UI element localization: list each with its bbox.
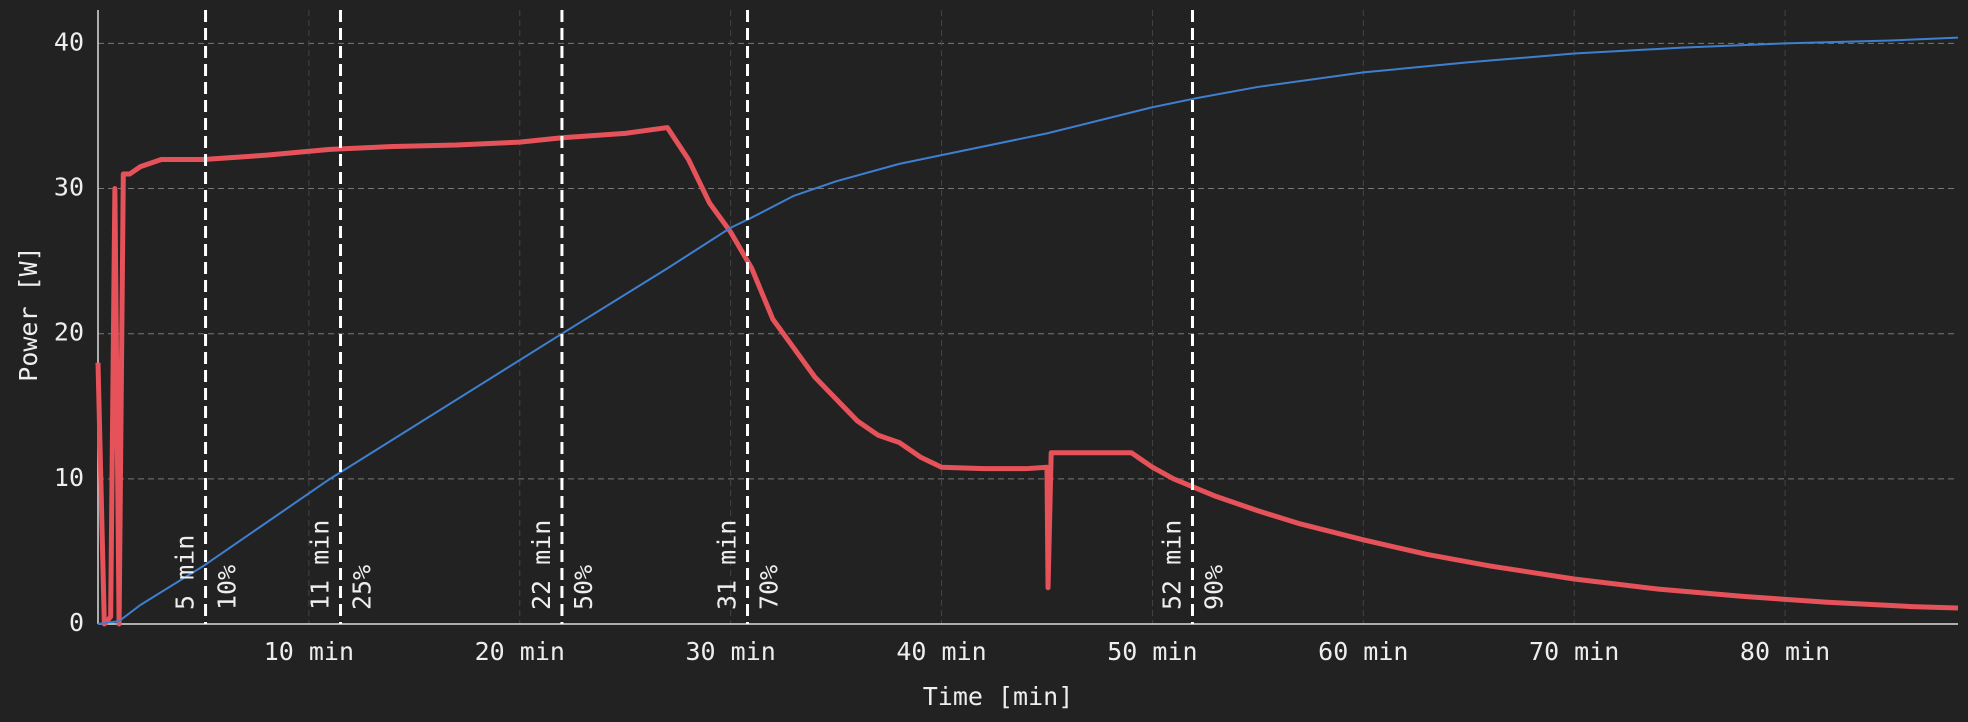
y-tick-label: 10 xyxy=(54,463,84,492)
x-axis-title: Time [min] xyxy=(923,682,1074,711)
marker-percent-label: 10% xyxy=(213,565,242,610)
marker-percent-label: 25% xyxy=(348,565,377,610)
marker-time-label: 52 min xyxy=(1157,520,1186,610)
marker-time-label: 31 min xyxy=(713,520,742,610)
x-tick-label: 80 min xyxy=(1740,637,1830,666)
x-tick-label: 70 min xyxy=(1529,637,1619,666)
marker-time-label: 11 min xyxy=(306,520,335,610)
y-tick-label: 20 xyxy=(54,318,84,347)
y-tick-label: 0 xyxy=(69,608,84,637)
x-tick-label: 50 min xyxy=(1107,637,1197,666)
marker-percent-label: 70% xyxy=(755,565,784,610)
y-tick-label: 40 xyxy=(54,27,84,56)
series-line xyxy=(97,36,1959,625)
x-tick-label: 10 min xyxy=(264,637,354,666)
x-tick-label: 60 min xyxy=(1318,637,1408,666)
x-tick-label: 30 min xyxy=(685,637,775,666)
y-tick-label: 30 xyxy=(54,173,84,202)
marker-percent-label: 90% xyxy=(1199,565,1228,610)
marker-time-label: 22 min xyxy=(527,520,556,610)
marker-time-label: 5 min xyxy=(171,535,200,610)
x-tick-label: 20 min xyxy=(475,637,565,666)
marker-percent-label: 50% xyxy=(569,565,598,610)
y-axis-title: Power [W] xyxy=(14,246,43,381)
x-tick-label: 40 min xyxy=(896,637,986,666)
series-line xyxy=(95,125,1959,627)
